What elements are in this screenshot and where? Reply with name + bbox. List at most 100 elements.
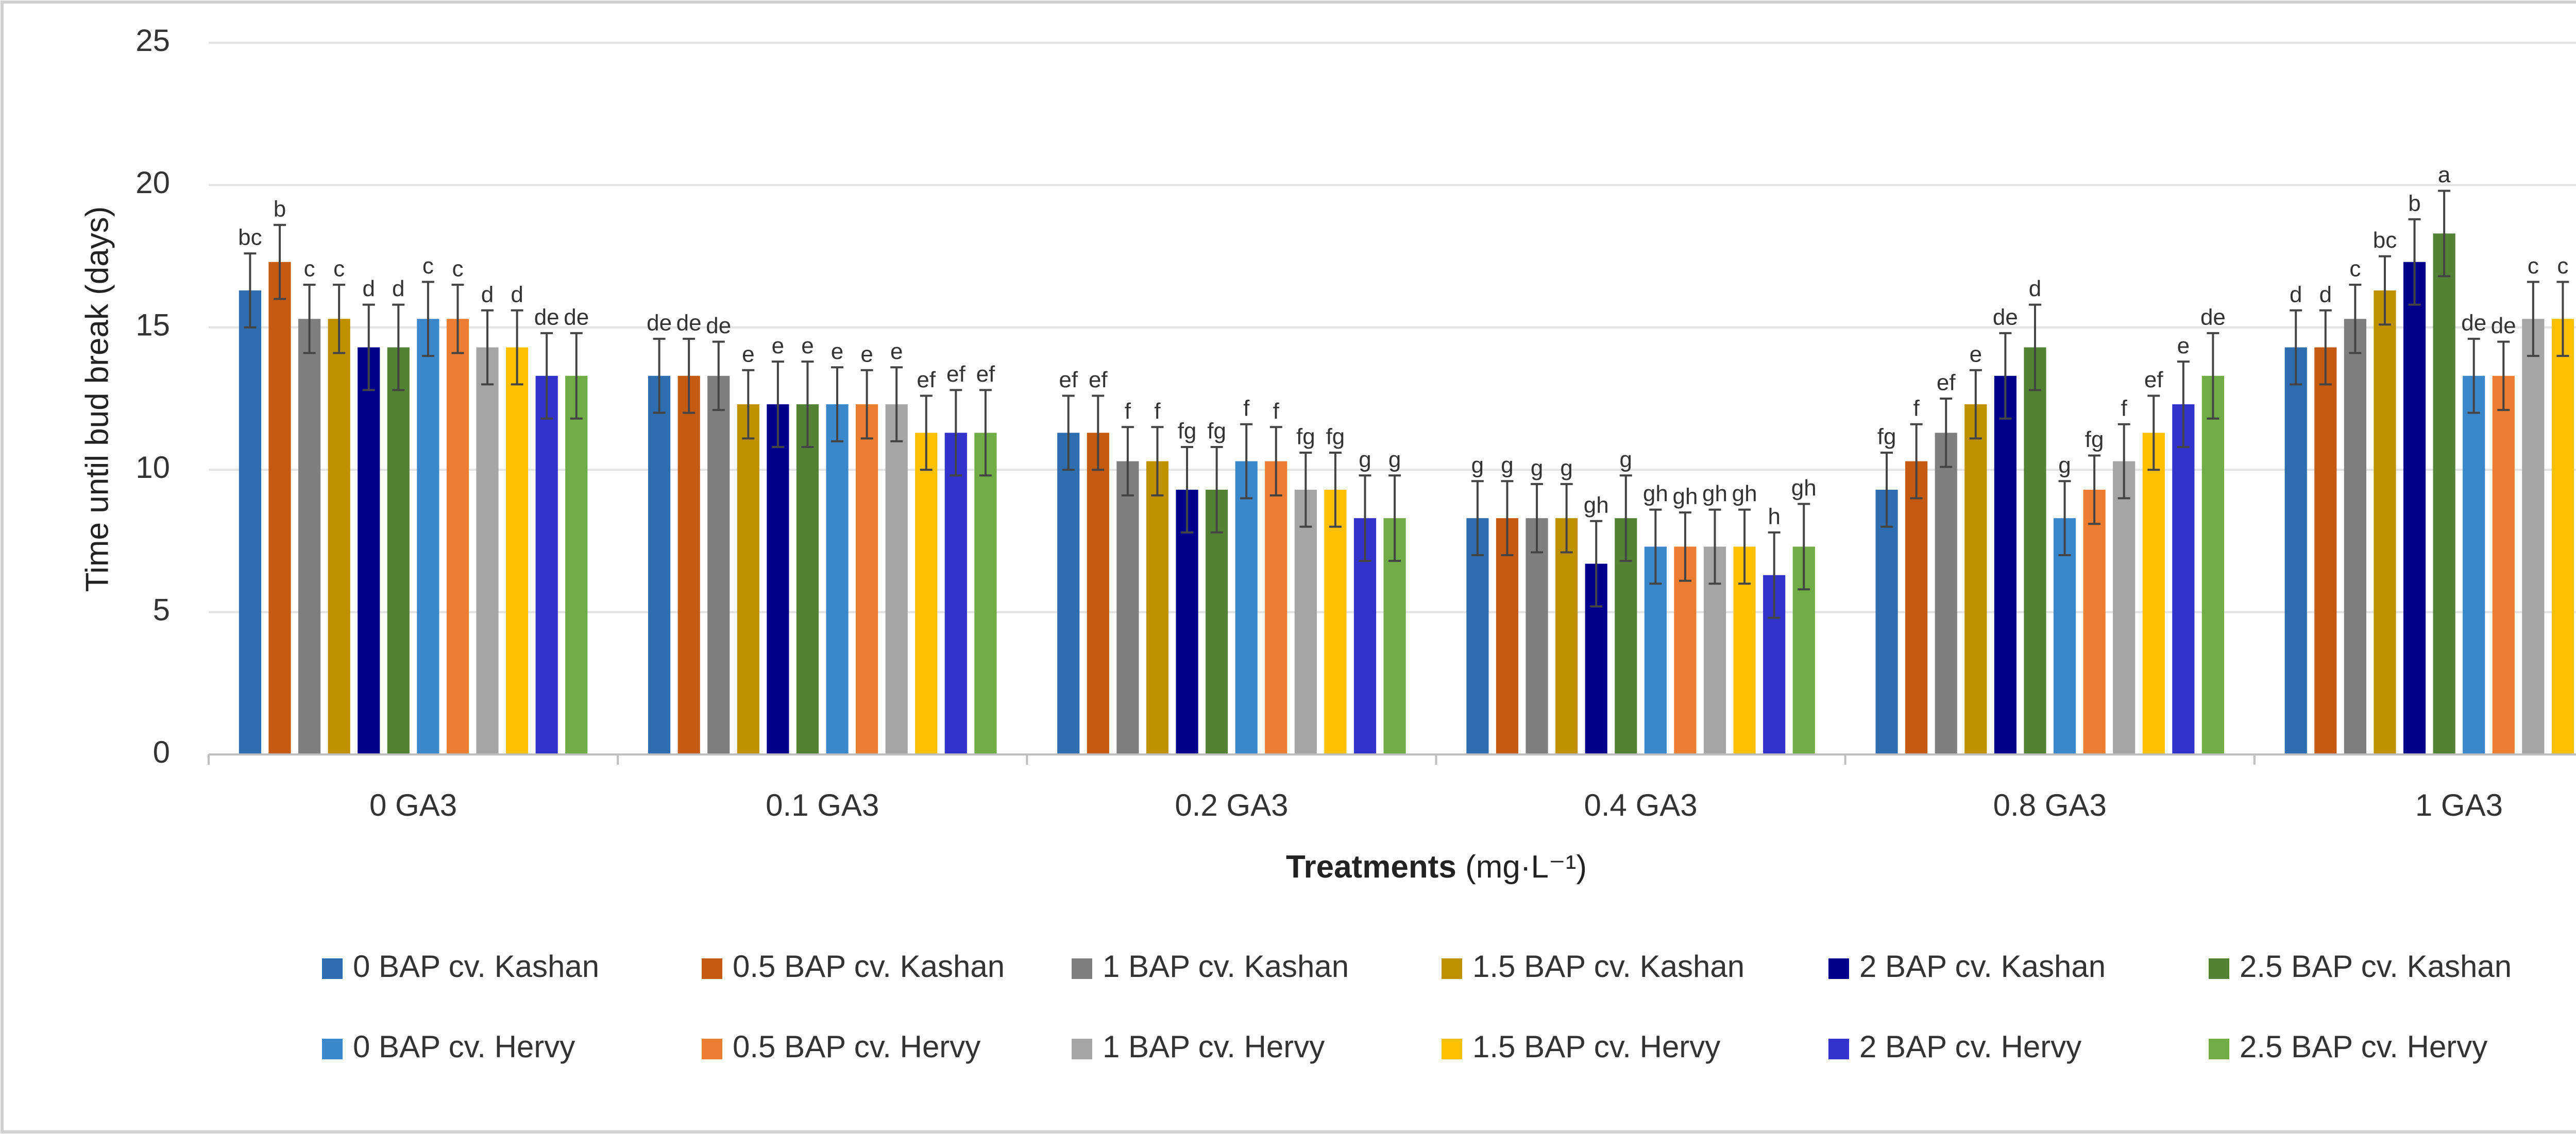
- bar: [1875, 489, 1898, 754]
- legend-swatch: [1442, 958, 1462, 979]
- bar: [1294, 489, 1317, 754]
- significance-letter: f: [2121, 396, 2128, 421]
- significance-letter: ef: [1059, 367, 1078, 392]
- bar: [974, 433, 997, 754]
- significance-letter: f: [1154, 399, 1161, 424]
- bar: [1964, 404, 1987, 754]
- significance-letter: e: [742, 341, 754, 367]
- significance-letter: g: [1531, 455, 1543, 480]
- significance-letter: g: [1388, 447, 1401, 472]
- significance-letter: de: [2491, 313, 2516, 338]
- x-axis-label-main: Treatments: [1286, 849, 1456, 885]
- bar: [944, 433, 967, 754]
- significance-letter: g: [1471, 453, 1484, 478]
- bar: [1555, 518, 1578, 754]
- bar: [2344, 319, 2366, 754]
- legend-label: 0.5 BAP cv. Hervy: [733, 1029, 980, 1064]
- y-axis-label: Time until bud break (days): [79, 207, 115, 592]
- significance-letter: d: [2319, 282, 2332, 307]
- bar: [1116, 461, 1139, 754]
- legend-swatch: [2209, 1039, 2229, 1059]
- significance-letter: ef: [2144, 367, 2163, 392]
- bar: [535, 375, 558, 754]
- significance-letter: e: [860, 341, 873, 367]
- y-tick-label: 15: [135, 308, 170, 342]
- legend-label: 2 BAP cv. Kashan: [1859, 949, 2106, 984]
- x-tick-label: 0 GA3: [369, 788, 457, 822]
- bar: [1206, 489, 1228, 754]
- x-tick-label: 0.1 GA3: [766, 788, 879, 822]
- x-tick-label: 0.2 GA3: [1175, 788, 1288, 822]
- bar: [328, 319, 350, 754]
- bar: [2433, 233, 2455, 755]
- significance-letter: f: [1125, 399, 1131, 424]
- significance-letter: c: [333, 256, 345, 282]
- significance-letter: de: [706, 313, 731, 338]
- bar: [1935, 433, 1957, 754]
- y-tick-label: 10: [135, 450, 170, 485]
- significance-letter: gh: [1732, 481, 1757, 506]
- legend-swatch: [702, 958, 722, 979]
- significance-letter: gh: [1702, 481, 1727, 506]
- significance-letter: e: [2177, 333, 2190, 358]
- bar: [268, 262, 291, 754]
- bar: [298, 319, 321, 754]
- bar: [506, 347, 529, 754]
- bar: [915, 433, 938, 754]
- x-axis-label-unit: (mg·L⁻¹): [1465, 849, 1587, 885]
- legend-label: 0 BAP cv. Kashan: [353, 949, 599, 984]
- significance-letter: de: [564, 304, 589, 330]
- legend-swatch: [702, 1039, 722, 1059]
- bar: [1146, 461, 1169, 754]
- significance-letter: fg: [2085, 427, 2104, 452]
- bar: [2463, 375, 2485, 754]
- bar: [2314, 347, 2337, 754]
- bar: [358, 347, 380, 754]
- significance-letter: g: [2058, 453, 2071, 478]
- y-tick-label: 5: [153, 592, 170, 627]
- bar: [737, 404, 759, 754]
- significance-letter: g: [1620, 447, 1632, 472]
- bar: [2053, 518, 2076, 754]
- significance-letter: c: [422, 253, 434, 279]
- significance-letter: e: [831, 339, 843, 364]
- bar: [2403, 262, 2426, 754]
- bar: [885, 404, 908, 754]
- bar: [1087, 433, 1109, 754]
- legend-swatch: [1072, 958, 1092, 979]
- legend-label: 1 BAP cv. Kashan: [1103, 949, 1349, 984]
- bar: [417, 319, 439, 754]
- legend-label: 2 BAP cv. Hervy: [1859, 1029, 2081, 1064]
- significance-letter: d: [481, 282, 494, 307]
- significance-letter: d: [2290, 282, 2302, 307]
- bar: [826, 404, 849, 754]
- significance-letter: g: [1359, 447, 1371, 472]
- bar: [707, 375, 730, 754]
- x-axis-label: Treatments (mg·L⁻¹): [1286, 849, 1587, 885]
- bar: [856, 404, 878, 754]
- legend-label: 1.5 BAP cv. Hervy: [1472, 1029, 1720, 1064]
- bar: [2201, 375, 2225, 754]
- bar: [476, 347, 499, 754]
- bar: [2024, 347, 2046, 754]
- bar: [1466, 518, 1489, 754]
- significance-letter: gh: [1643, 481, 1668, 506]
- bar: [2284, 347, 2307, 754]
- legend-swatch: [1072, 1039, 1092, 1059]
- x-tick-label: 0.8 GA3: [1993, 788, 2107, 822]
- y-tick-label: 20: [135, 165, 170, 200]
- bar: [565, 375, 588, 754]
- legend-label: 0 BAP cv. Hervy: [353, 1029, 575, 1064]
- significance-letter: c: [2557, 253, 2568, 279]
- legend-label: 2.5 BAP cv. Kashan: [2240, 949, 2512, 984]
- significance-letter: h: [1768, 504, 1780, 529]
- legend-swatch: [1442, 1039, 1462, 1059]
- bar: [2172, 404, 2195, 754]
- significance-letter: gh: [1672, 484, 1698, 509]
- bar: [2374, 290, 2396, 754]
- significance-letter: d: [362, 276, 375, 301]
- bar: [1526, 518, 1548, 754]
- significance-letter: c: [304, 256, 315, 282]
- significance-letter: ef: [976, 362, 995, 387]
